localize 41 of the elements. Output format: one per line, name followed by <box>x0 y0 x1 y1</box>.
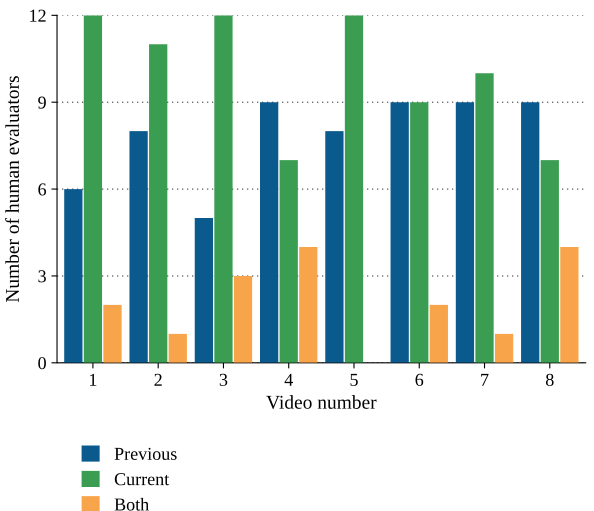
bar <box>149 44 168 363</box>
x-tick-label: 7 <box>481 374 489 386</box>
bar <box>475 73 494 363</box>
legend-label: Previous <box>114 448 177 460</box>
bar <box>168 334 187 363</box>
bar <box>540 160 559 363</box>
bar <box>260 102 278 363</box>
x-tick-label: 5 <box>350 374 358 386</box>
x-tick-label: 4 <box>284 374 293 386</box>
bar <box>234 276 252 363</box>
bar <box>344 15 364 363</box>
bar <box>456 102 474 363</box>
bar <box>390 102 409 363</box>
x-tick-label: 1 <box>90 374 96 386</box>
bar <box>84 15 102 363</box>
bar <box>214 15 233 363</box>
y-tick-label: 9 <box>38 96 46 109</box>
x-tick-label: 8 <box>546 374 554 386</box>
bar <box>560 246 579 363</box>
y-axis-title: Number of human evaluators <box>5 76 20 302</box>
y-tick-label: 12 <box>30 10 46 22</box>
bar <box>194 218 214 363</box>
x-axis-title: Video number <box>266 395 376 409</box>
bar <box>430 304 448 363</box>
y-tick-label: 6 <box>38 183 46 196</box>
bar <box>129 131 148 363</box>
bar <box>103 304 122 363</box>
legend-label: Current <box>114 473 170 486</box>
bar <box>280 160 298 363</box>
bar <box>521 102 540 363</box>
bar <box>299 246 318 363</box>
y-tick-label: 3 <box>38 270 46 282</box>
bar <box>325 131 344 363</box>
bar <box>410 102 428 363</box>
x-tick-label: 3 <box>220 374 228 386</box>
bar <box>64 189 82 363</box>
x-tick-label: 6 <box>416 374 424 386</box>
x-tick-label: 2 <box>154 374 162 386</box>
legend-label: Both <box>114 498 149 511</box>
bar <box>494 334 514 363</box>
y-tick-label: 0 <box>38 357 46 370</box>
